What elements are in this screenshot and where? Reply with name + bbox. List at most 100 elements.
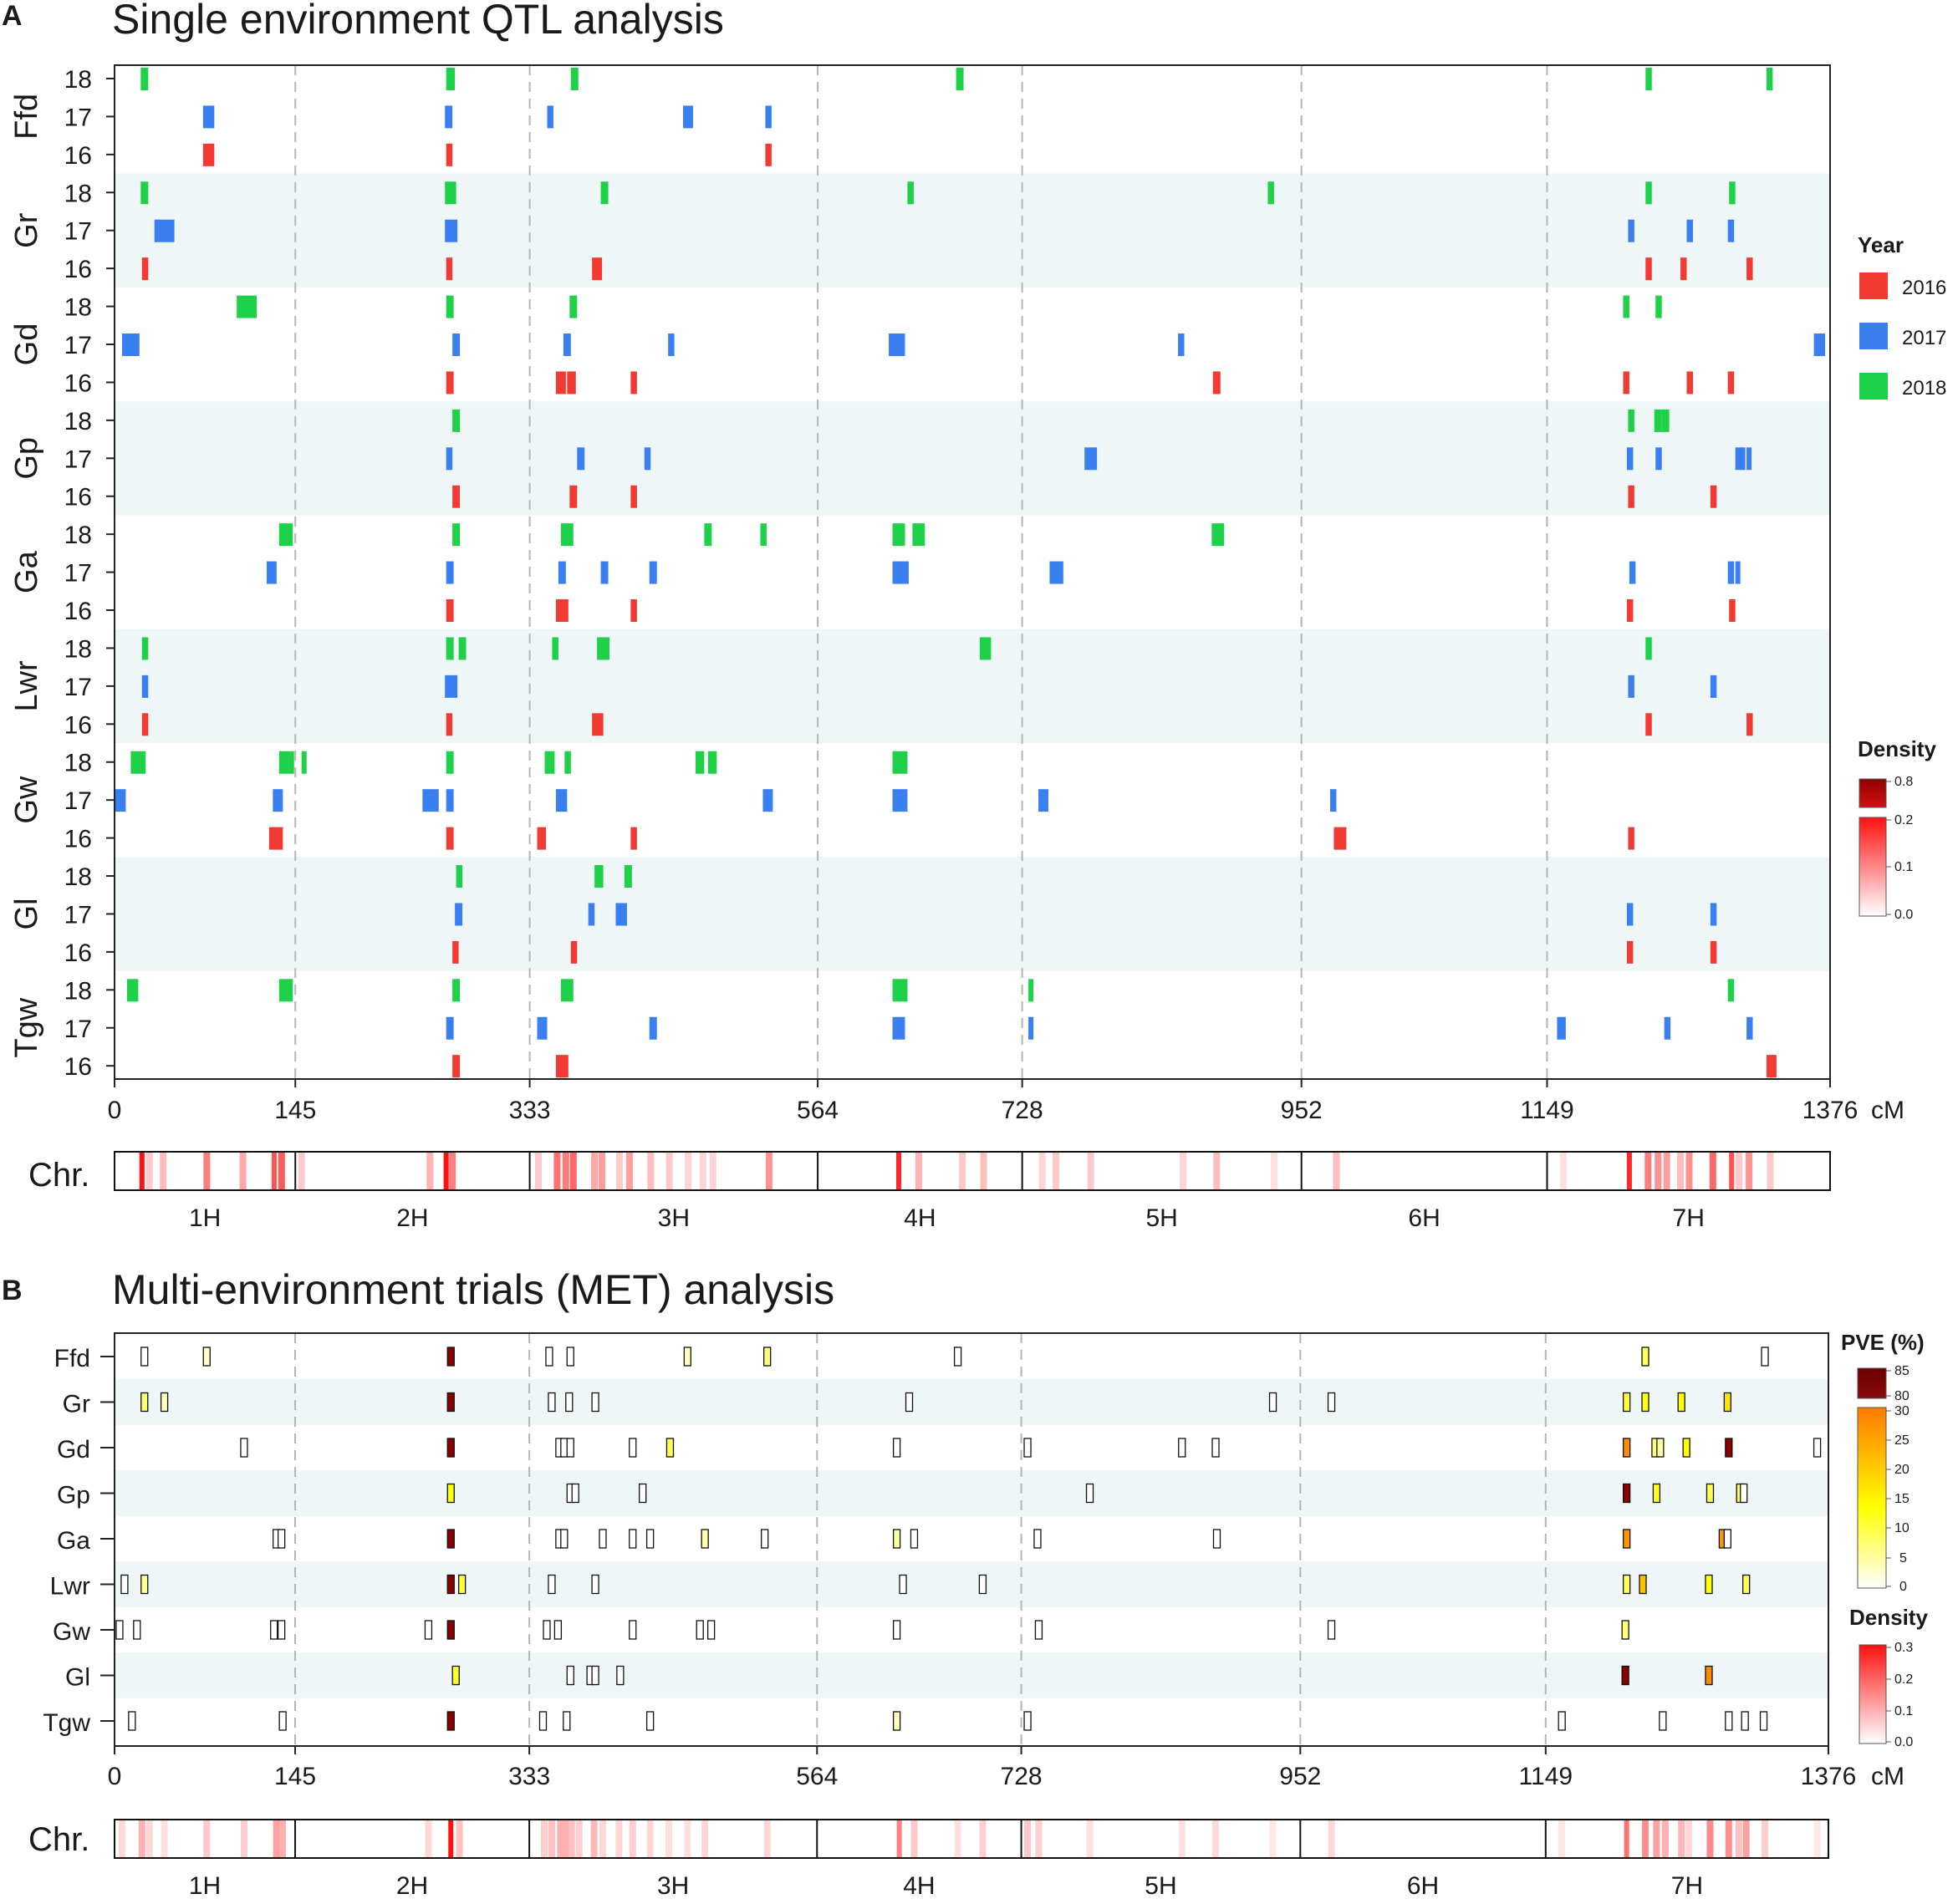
density-mark xyxy=(629,1820,636,1858)
density-mark xyxy=(1052,1152,1059,1190)
met-qtl-mark-Ffd xyxy=(140,1347,149,1367)
density-mark xyxy=(557,1820,564,1858)
met-qtl-mark-Gr xyxy=(1327,1392,1336,1413)
qtl-mark-Gr-17 xyxy=(1628,219,1634,242)
met-qtl-mark-Gl xyxy=(616,1665,625,1686)
met-qtl-mark-Gr xyxy=(1723,1392,1731,1413)
qtl-mark-Gd-17 xyxy=(452,333,461,357)
qtl-mark-Ffd-18 xyxy=(570,68,579,90)
chromosome-label: 1H xyxy=(189,1204,221,1232)
qtl-mark-Lwr-18 xyxy=(141,637,149,660)
qtl-mark-Ga-17 xyxy=(446,561,454,584)
year-label: 17 xyxy=(64,787,92,815)
qtl-mark-Lwr-16 xyxy=(592,713,604,736)
met-qtl-mark-Lwr xyxy=(140,1574,149,1595)
density-mark xyxy=(763,1820,771,1858)
density-mark xyxy=(699,1152,706,1190)
qtl-mark-Gl-18 xyxy=(594,865,604,888)
qtl-mark-Gl-17 xyxy=(1710,903,1717,926)
qtl-mark-Tgw-17 xyxy=(446,1016,454,1040)
qtl-mark-Gd-16 xyxy=(1623,371,1629,395)
density-mark xyxy=(896,1152,902,1190)
density-mark xyxy=(1558,1820,1566,1858)
density-mark xyxy=(1655,1152,1662,1190)
met-qtl-mark-Gr xyxy=(160,1392,169,1413)
trait-label: Gp xyxy=(57,1482,90,1509)
x-tick-label: 145 xyxy=(274,1097,316,1124)
met-qtl-mark-Tgw xyxy=(645,1711,655,1731)
met-qtl-mark-Gw xyxy=(277,1620,286,1640)
density-mark xyxy=(271,1152,277,1190)
density-mark xyxy=(665,1152,673,1190)
qtl-mark-Gd-16 xyxy=(1727,371,1735,395)
met-qtl-mark-Lwr xyxy=(1742,1574,1751,1595)
year-legend-title: Year xyxy=(1858,232,1904,257)
density-mark xyxy=(118,1820,125,1858)
met-qtl-mark-Gl xyxy=(1621,1665,1629,1686)
panel-b-x-axis: 0 145 333 564 728 952 1149 1376 xyxy=(108,1746,1856,1790)
qtl-mark-Gw-16 xyxy=(537,827,546,850)
density-mark xyxy=(1746,1152,1753,1190)
density-legend-a-tick-0.1: 0.1 xyxy=(1894,860,1913,874)
met-qtl-mark-Gr xyxy=(446,1392,455,1413)
density-mark xyxy=(615,1152,623,1190)
density-mark xyxy=(563,1820,570,1858)
panel-a-axis-unit: cM xyxy=(1871,1097,1904,1124)
met-qtl-mark-Lwr xyxy=(978,1574,987,1595)
trait-label: Gp xyxy=(9,437,44,480)
x-tick-label: 0 xyxy=(108,1097,122,1124)
year-label: 18 xyxy=(64,863,92,891)
year-label: 18 xyxy=(64,294,92,322)
trait-label: Lwr xyxy=(50,1573,90,1601)
met-qtl-mark-Gd xyxy=(240,1438,248,1458)
met-qtl-mark-Ffd xyxy=(566,1347,574,1367)
panel-a-row-shading xyxy=(115,173,1830,971)
trait-label: Tgw xyxy=(9,997,44,1057)
qtl-mark-Gw-17 xyxy=(273,789,283,812)
qtl-mark-Gl-17 xyxy=(588,903,595,926)
year-label: 18 xyxy=(64,635,92,663)
chromosome-label: 4H xyxy=(904,1204,936,1232)
legend-label-2016: 2016 xyxy=(1902,277,1946,299)
density-mark xyxy=(1742,1820,1750,1858)
met-qtl-mark-Gw xyxy=(424,1620,433,1640)
qtl-mark-Gw-17 xyxy=(1038,789,1048,812)
qtl-mark-Ga-18 xyxy=(892,523,905,547)
trait-label: Gr xyxy=(63,1391,90,1418)
row-shade xyxy=(115,857,1830,971)
density-mark xyxy=(599,1152,606,1190)
density-mark xyxy=(1678,1820,1685,1858)
met-qtl-mark-Tgw xyxy=(892,1711,901,1731)
met-qtl-mark-Tgw xyxy=(538,1711,548,1731)
panel-a-x-axis: 0 145 333 564 728 952 1149 1376 xyxy=(108,1079,1859,1124)
density-mark xyxy=(1328,1820,1335,1858)
density-mark xyxy=(1270,1152,1277,1190)
chromosome-label: 2H xyxy=(396,1204,428,1232)
met-qtl-mark-Gl xyxy=(1705,1665,1713,1686)
qtl-mark-Gd-18 xyxy=(1623,295,1629,318)
qtl-mark-Lwr-17 xyxy=(1628,675,1634,698)
qtl-mark-Ffd-17 xyxy=(683,105,693,129)
met-qtl-mark-Ga xyxy=(446,1529,455,1549)
qtl-mark-Gd-17 xyxy=(1813,333,1826,357)
qtl-mark-Gp-16 xyxy=(452,485,461,508)
density-mark xyxy=(568,1820,575,1858)
qtl-mark-Gd-18 xyxy=(446,295,454,318)
density-mark xyxy=(1709,1152,1716,1190)
met-qtl-mark-Gp xyxy=(639,1483,647,1504)
qtl-mark-Ffd-17 xyxy=(765,105,772,129)
year-label: 18 xyxy=(64,66,92,94)
x-tick-label: 1376 xyxy=(1802,1097,1859,1124)
qtl-mark-Ffd-17 xyxy=(445,105,453,129)
qtl-mark-Gd-18 xyxy=(1655,295,1662,318)
met-qtl-mark-Ffd xyxy=(953,1347,962,1367)
met-qtl-mark-Lwr xyxy=(548,1574,556,1595)
year-label: 16 xyxy=(64,939,92,967)
qtl-mark-Ffd-16 xyxy=(446,143,453,166)
qtl-mark-Tgw-18 xyxy=(1727,979,1735,1002)
density-legend-a-tick-0.2: 0.2 xyxy=(1894,813,1913,827)
met-qtl-mark-Gd xyxy=(1813,1438,1822,1458)
qtl-mark-Ffd-16 xyxy=(202,143,215,166)
density-mark xyxy=(1813,1820,1821,1858)
pve-legend-title: PVE (%) xyxy=(1841,1330,1925,1355)
